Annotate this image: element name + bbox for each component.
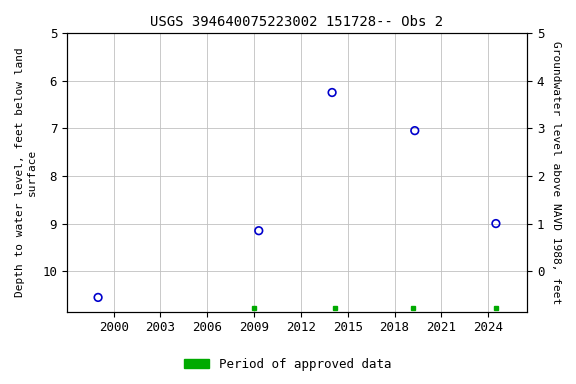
Point (410, 127, 419, 134)
Point (491, 220, 501, 227)
Point (328, 89, 337, 96)
Legend: Period of approved data: Period of approved data (179, 353, 397, 376)
Point (254, 228, 263, 234)
Y-axis label: Depth to water level, feet below land
surface: Depth to water level, feet below land su… (15, 48, 37, 297)
Point (93, 295, 103, 301)
Y-axis label: Groundwater level above NAVD 1988, feet: Groundwater level above NAVD 1988, feet (551, 41, 561, 304)
Title: USGS 394640075223002 151728-- Obs 2: USGS 394640075223002 151728-- Obs 2 (150, 15, 444, 29)
